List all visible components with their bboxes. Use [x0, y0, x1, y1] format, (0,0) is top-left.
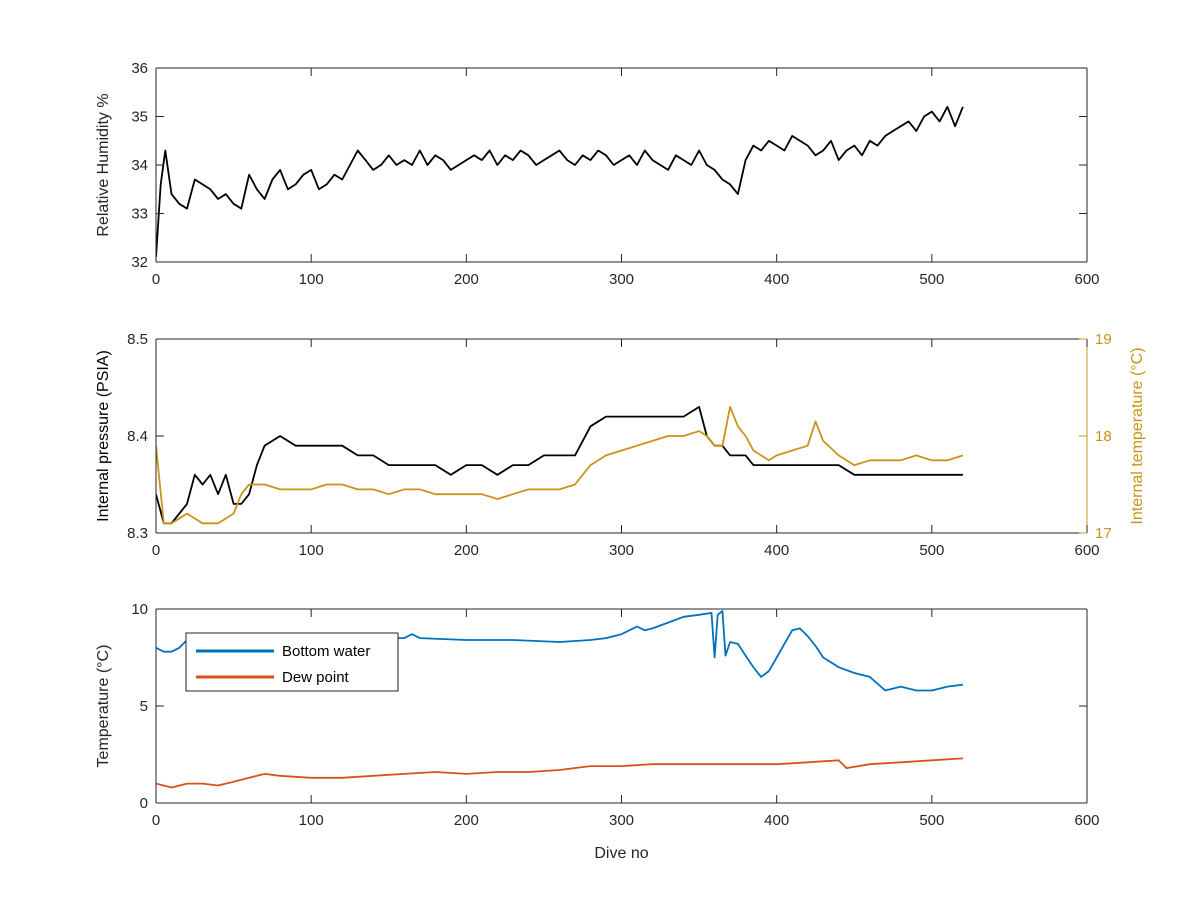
x-tick-label: 100	[299, 271, 324, 288]
x-tick-label: 200	[454, 542, 479, 559]
y-tick-label: 10	[131, 601, 148, 618]
chart-panel-2: 0 100 200 300 400 500 600 8.3 8.4 8.5 17 18 19 Intern…	[95, 331, 1146, 559]
y-tick-label: 34	[131, 157, 148, 174]
y-axis-label: Internal pressure (PSIA)	[95, 350, 112, 522]
x-tick-label: 100	[299, 542, 324, 559]
y-tick-label: 32	[131, 254, 148, 271]
x-tick-label: 0	[152, 271, 160, 288]
series-group	[156, 405, 964, 525]
x-tick-label: 500	[919, 812, 944, 829]
x-tick-label: 300	[609, 271, 634, 288]
x-tick-label: 300	[609, 542, 634, 559]
plot-area	[156, 339, 1087, 533]
x-tick-label: 500	[919, 542, 944, 559]
x-tick-label: 400	[764, 812, 789, 829]
x-tick-label: 600	[1074, 812, 1099, 829]
y-tick-label: 5	[140, 698, 148, 715]
y-tick-label: 8.4	[127, 428, 148, 445]
series-line-1	[156, 405, 963, 525]
series-line-2	[156, 405, 964, 525]
y-tick-label: 8.3	[127, 525, 148, 542]
legend-label: Bottom water	[282, 643, 370, 660]
chart-panel-3: 0 100 200 300 400 500 600 0 5 10 Temperature (°C) D…	[95, 601, 1100, 862]
x-tick-label: 100	[299, 812, 324, 829]
y-axis-label-right: Internal temperature (°C)	[1129, 347, 1146, 524]
y-tick-label: 0	[140, 795, 148, 812]
x-axis-label: Dive no	[594, 845, 648, 862]
x-tick-label: 200	[454, 812, 479, 829]
y-axis-label: Temperature (°C)	[95, 645, 112, 768]
x-tick-label: 400	[764, 542, 789, 559]
legend-label: Dew point	[282, 669, 350, 686]
x-tick-label: 500	[919, 271, 944, 288]
plot-area	[156, 68, 1087, 262]
y-tick-label: 8.5	[127, 331, 148, 348]
x-tick-label: 0	[152, 812, 160, 829]
legend: Bottom water Dew point	[185, 632, 399, 692]
x-tick-label: 200	[454, 271, 479, 288]
y-tick-label: 33	[131, 206, 148, 223]
series-line-dew-point	[156, 757, 963, 789]
x-tick-label: 400	[764, 271, 789, 288]
x-tick-label: 600	[1074, 271, 1099, 288]
y-tick-label: 35	[131, 109, 148, 126]
y-tick-label-right: 17	[1095, 525, 1112, 542]
series-line-1	[156, 105, 964, 258]
x-tick-label: 0	[152, 542, 160, 559]
series-group	[156, 105, 964, 258]
x-tick-label: 600	[1074, 542, 1099, 559]
y-axis-label: Relative Humidity %	[95, 93, 112, 236]
y-tick-label: 36	[131, 60, 148, 77]
y-tick-label-right: 18	[1095, 428, 1112, 445]
legend-box	[185, 632, 399, 692]
chart-panel-1: 0 100 200 300 400 500 600 32 33 34 35 36 Relative Hu…	[95, 60, 1100, 288]
y-tick-label-right: 19	[1095, 331, 1112, 348]
x-tick-label: 300	[609, 812, 634, 829]
